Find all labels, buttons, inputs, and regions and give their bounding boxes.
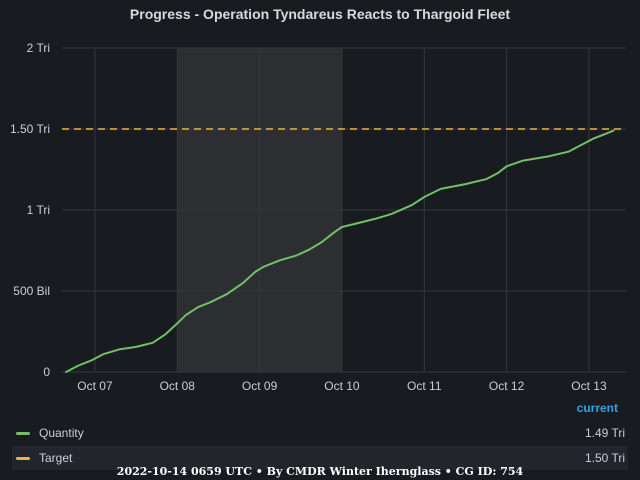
x-tick-label: Oct 13: [571, 379, 607, 393]
y-tick-label: 1 Tri: [27, 203, 50, 217]
legend-item-quantity[interactable]: Quantity 1.49 Tri: [12, 421, 628, 445]
y-tick-label: 1.50 Tri: [10, 122, 50, 136]
x-tick-label: Oct 12: [489, 379, 525, 393]
legend-swatch-target: [16, 457, 30, 460]
legend-value: 1.50 Tri: [584, 451, 625, 465]
legend-name: Target: [39, 451, 73, 465]
y-tick-label: 2 Tri: [27, 41, 50, 55]
x-tick-label: Oct 09: [242, 379, 278, 393]
series-line-quantity: [65, 129, 615, 373]
y-tick-label: 0: [43, 365, 50, 379]
legend-current-header[interactable]: current: [576, 401, 618, 415]
legend-item-target[interactable]: Target 1.50 Tri: [12, 446, 628, 470]
x-tick-label: Oct 10: [324, 379, 360, 393]
x-tick-label: Oct 11: [407, 379, 442, 393]
legend-swatch-quantity: [16, 432, 30, 435]
x-tick-label: Oct 08: [160, 379, 196, 393]
y-tick-label: 500 Bil: [13, 284, 50, 298]
footer-credit: 2022-10-14 0659 UTC • By CMDR Winter Ihe…: [116, 465, 524, 478]
legend-name: Quantity: [39, 426, 84, 440]
line-chart: 0 500 Bil 1 Tri 1.50 Tri 2 Tri Oct 07 Oct 08 Oc…: [10, 41, 626, 393]
chart-title: Progress - Operation Tyndareus Reacts to…: [129, 6, 511, 22]
x-tick-label: Oct 07: [77, 379, 113, 393]
legend-value: 1.49 Tri: [584, 426, 625, 440]
